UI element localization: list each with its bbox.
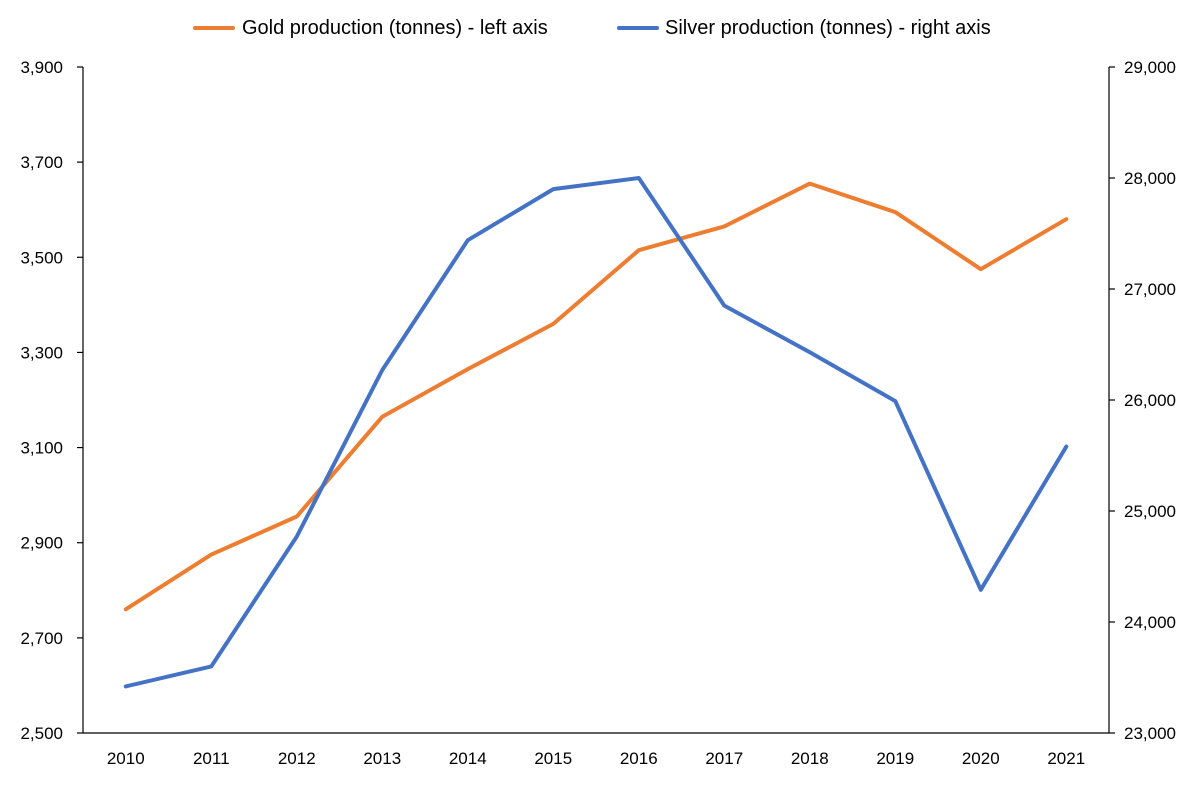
axes: 2,500 2,700 2,900 3,100 3,300 3,500 3,700 3,900… <box>20 58 1176 768</box>
data-point-gold <box>722 224 726 228</box>
data-point-gold <box>808 182 812 186</box>
data-point-silver <box>380 368 384 372</box>
left-tick-label: 2,700 <box>20 629 63 648</box>
left-tick-label: 3,900 <box>20 58 63 77</box>
data-point-gold <box>551 322 555 326</box>
x-tick-label: 2015 <box>534 749 572 768</box>
left-tick-label: 3,500 <box>20 248 63 267</box>
data-point-gold <box>380 415 384 419</box>
legend-label-gold: Gold production (tonnes) - left axis <box>242 17 548 39</box>
x-tick-label: 2014 <box>449 749 487 768</box>
data-point-silver <box>209 664 213 668</box>
x-tick-label: 2017 <box>705 749 743 768</box>
x-tick-label: 2020 <box>962 749 1000 768</box>
right-tick-label: 29,000 <box>1124 58 1176 77</box>
right-tick-label: 26,000 <box>1124 391 1176 410</box>
data-point-gold <box>1064 217 1068 221</box>
x-tick-label: 2021 <box>1047 749 1085 768</box>
series-line-gold <box>123 181 1069 612</box>
x-tick-label: 2016 <box>620 749 658 768</box>
legend-label-silver: Silver production (tonnes) - right axis <box>665 17 991 39</box>
right-tick-label: 25,000 <box>1124 502 1176 521</box>
data-point-silver <box>295 535 299 539</box>
data-point-silver <box>808 350 812 354</box>
left-tick-label: 2,500 <box>20 724 63 743</box>
data-point-silver <box>1064 445 1068 449</box>
right-tick-label: 23,000 <box>1124 724 1176 743</box>
data-point-gold <box>893 210 897 214</box>
x-tick-label: 2011 <box>193 749 230 768</box>
data-point-gold <box>295 515 299 519</box>
x-tick-label: 2013 <box>363 749 401 768</box>
legend: Gold production (tonnes) - left axis Silv… <box>193 17 991 39</box>
data-point-silver <box>551 187 555 191</box>
right-tick-label: 28,000 <box>1124 169 1176 188</box>
left-tick-label: 3,100 <box>20 439 63 458</box>
left-tick-label: 2,900 <box>20 534 63 553</box>
data-point-silver <box>722 304 726 308</box>
data-point-gold <box>466 367 470 371</box>
data-point-silver <box>466 238 470 242</box>
x-tick-label: 2010 <box>107 749 145 768</box>
data-point-silver <box>979 588 983 592</box>
data-point-silver <box>893 399 897 403</box>
right-tick-label: 27,000 <box>1124 280 1176 299</box>
data-point-gold <box>209 553 213 557</box>
x-tick-label: 2012 <box>278 749 316 768</box>
left-tick-label: 3,300 <box>20 343 63 362</box>
series-line-silver <box>123 176 1069 689</box>
right-tick-label: 24,000 <box>1124 613 1176 632</box>
data-point-silver <box>124 684 128 688</box>
plot-area <box>123 176 1069 689</box>
x-tick-label: 2019 <box>876 749 914 768</box>
data-point-gold <box>637 248 641 252</box>
x-tick-label: 2018 <box>791 749 829 768</box>
data-point-gold <box>979 267 983 271</box>
left-tick-label: 3,700 <box>20 153 63 172</box>
data-point-silver <box>637 176 641 180</box>
data-point-gold <box>124 607 128 611</box>
